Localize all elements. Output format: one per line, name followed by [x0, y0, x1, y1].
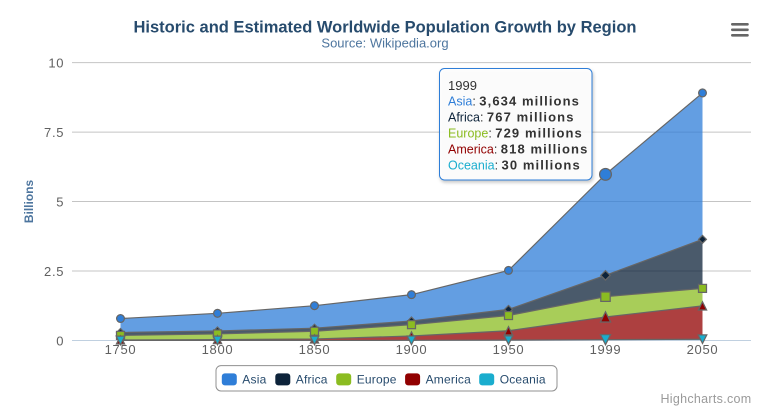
- svg-text:Source: Wikipedia.org: Source: Wikipedia.org: [321, 35, 448, 50]
- svg-text:2.5: 2.5: [44, 264, 64, 279]
- svg-text:1999: 1999: [448, 78, 477, 93]
- svg-text:Oceania: 30 millions: Oceania: 30 millions: [448, 158, 581, 173]
- svg-text:1999: 1999: [590, 342, 622, 357]
- svg-text:1800: 1800: [202, 342, 234, 357]
- svg-text:Oceania: Oceania: [500, 373, 546, 387]
- svg-text:10: 10: [48, 56, 64, 71]
- svg-text:Asia: 3,634 millions: Asia: 3,634 millions: [448, 94, 580, 109]
- svg-text:5: 5: [56, 195, 64, 210]
- svg-text:2050: 2050: [687, 342, 719, 357]
- svg-text:1950: 1950: [493, 342, 525, 357]
- svg-text:Europe: Europe: [357, 373, 397, 387]
- svg-text:Africa: Africa: [296, 373, 328, 387]
- svg-text:1850: 1850: [299, 342, 331, 357]
- svg-text:Europe: 729 millions: Europe: 729 millions: [448, 126, 583, 141]
- svg-text:Historic and Estimated Worldwi: Historic and Estimated Worldwide Populat…: [134, 19, 637, 37]
- svg-text:America: America: [426, 373, 472, 387]
- svg-text:Billions: Billions: [22, 180, 36, 224]
- svg-text:1900: 1900: [396, 342, 428, 357]
- svg-text:Highcharts.com: Highcharts.com: [660, 392, 751, 406]
- svg-text:America: 818 millions: America: 818 millions: [448, 142, 588, 157]
- svg-text:1750: 1750: [105, 342, 137, 357]
- svg-text:Asia: Asia: [242, 373, 266, 387]
- svg-text:Africa: 767 millions: Africa: 767 millions: [448, 110, 575, 125]
- svg-text:7.5: 7.5: [44, 125, 64, 140]
- svg-text:0: 0: [56, 333, 64, 348]
